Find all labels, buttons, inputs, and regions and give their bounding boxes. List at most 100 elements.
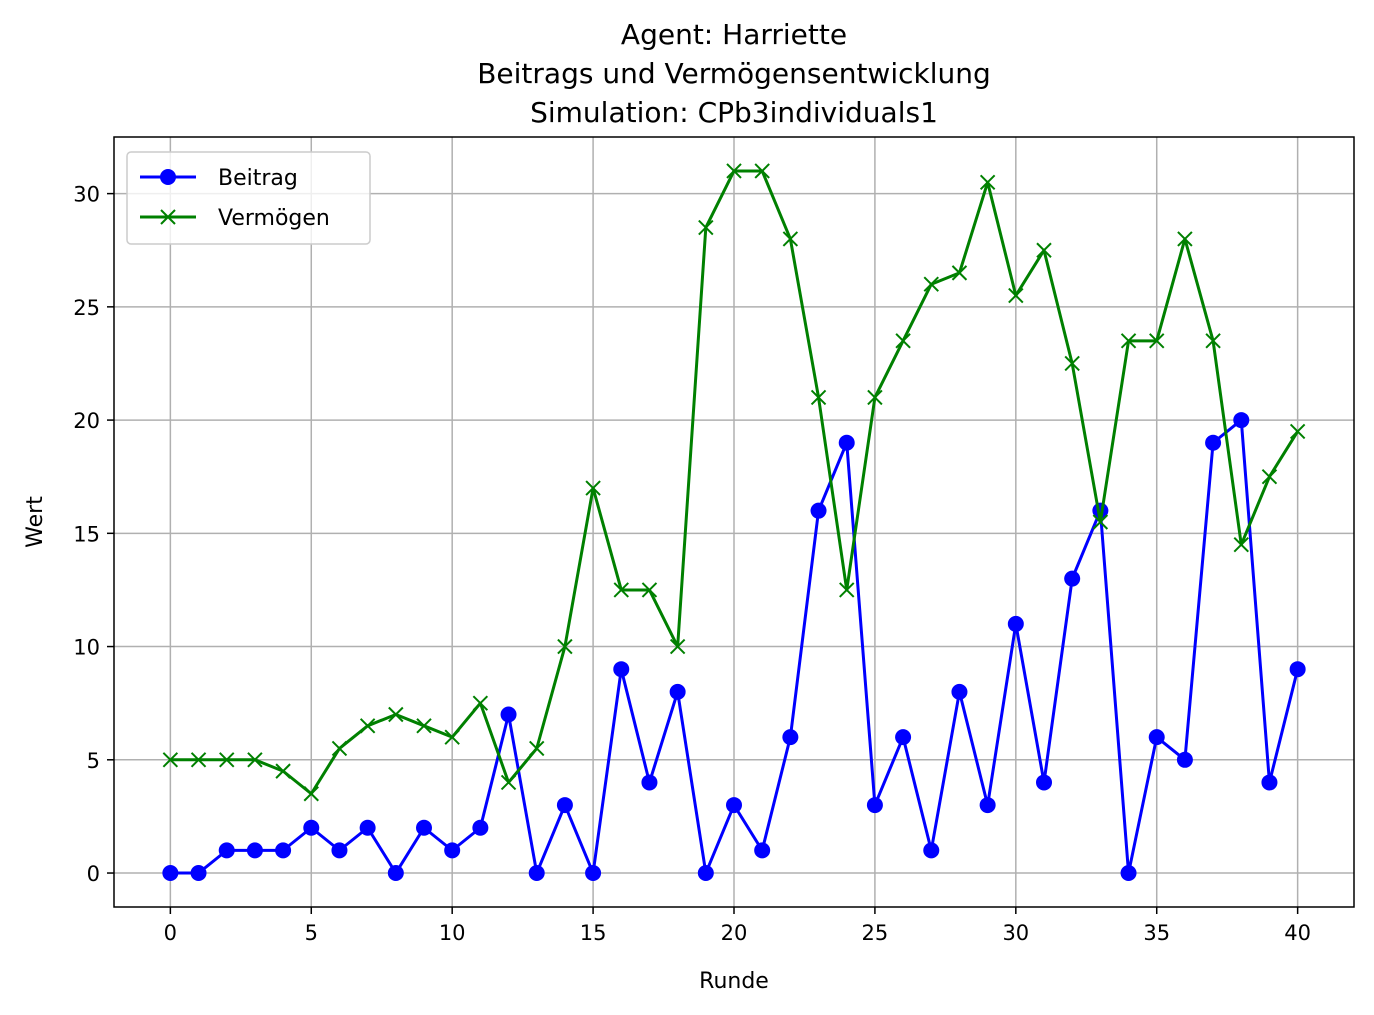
legend: Beitrag Vermögen [126,151,371,245]
data-point-beitrag [895,729,912,746]
data-point-vermoegen [1036,242,1052,258]
data-point-beitrag [669,683,686,700]
ticks: 0 5 10 15 20 25 30 35 40 0 5 10 15 20 25 30 [73,183,1311,945]
data-point-vermoegen [726,163,742,179]
data-point-beitrag [585,865,602,882]
y-tick-label: 5 [87,749,100,773]
series-layer [162,163,1306,882]
data-point-vermoegen [219,752,235,768]
x-tick-label: 20 [721,921,748,945]
data-point-vermoegen [698,219,714,236]
data-point-vermoegen [1177,231,1193,247]
data-point-beitrag [190,865,207,882]
data-point-beitrag [528,865,545,882]
data-point-vermoegen [331,740,348,757]
series-vermoegen [162,163,1306,802]
series-beitrag [162,412,1306,882]
data-point-beitrag [1261,774,1278,791]
data-point-vermoegen [247,752,263,768]
data-point-vermoegen [303,786,319,802]
chart-title-line-2: Beitrags und Vermögensentwicklung [477,57,991,90]
data-point-beitrag [782,729,799,746]
legend-label-vermoegen: Vermögen [218,206,330,231]
data-point-vermoegen [782,231,799,247]
data-point-vermoegen [839,582,855,598]
data-point-beitrag [1205,434,1222,451]
x-tick-label: 30 [1002,921,1029,945]
y-axis-label: Wert [23,496,48,548]
data-point-vermoegen [585,480,601,496]
data-point-beitrag [246,842,263,859]
data-point-vermoegen [641,582,658,598]
data-point-vermoegen [472,695,489,711]
legend-label-beitrag: Beitrag [218,166,298,191]
x-tick-label: 5 [305,921,318,945]
data-point-beitrag [1233,412,1250,429]
y-tick-label: 25 [73,296,100,320]
data-point-vermoegen [500,774,517,791]
data-point-beitrag [359,819,376,836]
data-point-vermoegen [388,706,404,723]
data-point-vermoegen [529,740,545,757]
data-point-beitrag [641,774,658,791]
x-tick-label: 15 [580,921,607,945]
data-point-vermoegen [359,718,376,734]
data-point-beitrag [218,842,235,859]
legend-marker-beitrag [160,169,176,185]
y-tick-label: 30 [73,183,100,207]
data-point-beitrag [726,797,742,814]
data-point-vermoegen [895,333,911,349]
data-point-beitrag [275,842,292,859]
data-point-vermoegen [1233,536,1249,553]
x-tick-label: 10 [439,921,466,945]
data-point-beitrag [613,661,630,678]
data-point-beitrag [1148,729,1165,746]
data-point-vermoegen [867,389,883,406]
data-point-vermoegen [1064,355,1080,372]
data-point-beitrag [303,819,320,836]
data-point-beitrag [754,842,771,859]
chart-title-line-1: Agent: Harriette [621,18,847,51]
data-point-beitrag [810,502,827,519]
data-point-vermoegen [1261,468,1278,485]
data-point-beitrag [1036,774,1052,791]
data-point-beitrag [1064,570,1081,587]
data-point-beitrag [556,797,573,814]
data-point-vermoegen [275,763,291,779]
x-tick-label: 40 [1284,921,1311,945]
legend-box [126,151,371,245]
data-point-vermoegen [190,752,207,768]
data-point-vermoegen [162,752,179,768]
data-point-beitrag [1007,615,1024,632]
y-tick-label: 20 [73,409,100,433]
data-point-vermoegen [754,163,770,179]
data-point-vermoegen [1205,333,1221,349]
data-point-vermoegen [557,638,573,655]
data-point-vermoegen [1120,333,1137,349]
grid [114,137,1354,907]
data-point-beitrag [1289,661,1306,678]
legend-marker-vermoegen [160,209,176,225]
data-point-beitrag [162,865,179,882]
data-point-vermoegen [1289,423,1306,440]
data-point-beitrag [1120,865,1137,882]
data-point-vermoegen [1149,333,1165,349]
y-tick-label: 10 [73,636,100,660]
data-point-beitrag [697,865,714,882]
x-tick-label: 0 [164,921,177,945]
data-point-vermoegen [923,276,939,292]
data-point-beitrag [923,842,940,859]
data-point-vermoegen [810,389,827,406]
data-point-beitrag [866,797,883,814]
x-tick-label: 25 [862,921,889,945]
y-tick-label: 0 [87,862,100,886]
data-point-beitrag [444,842,461,859]
data-point-vermoegen [416,718,432,734]
data-point-vermoegen [444,729,460,745]
data-point-beitrag [1176,751,1193,768]
data-point-vermoegen [951,265,968,281]
data-point-beitrag [951,683,968,700]
data-point-vermoegen [1092,514,1109,530]
data-point-beitrag [979,797,996,814]
